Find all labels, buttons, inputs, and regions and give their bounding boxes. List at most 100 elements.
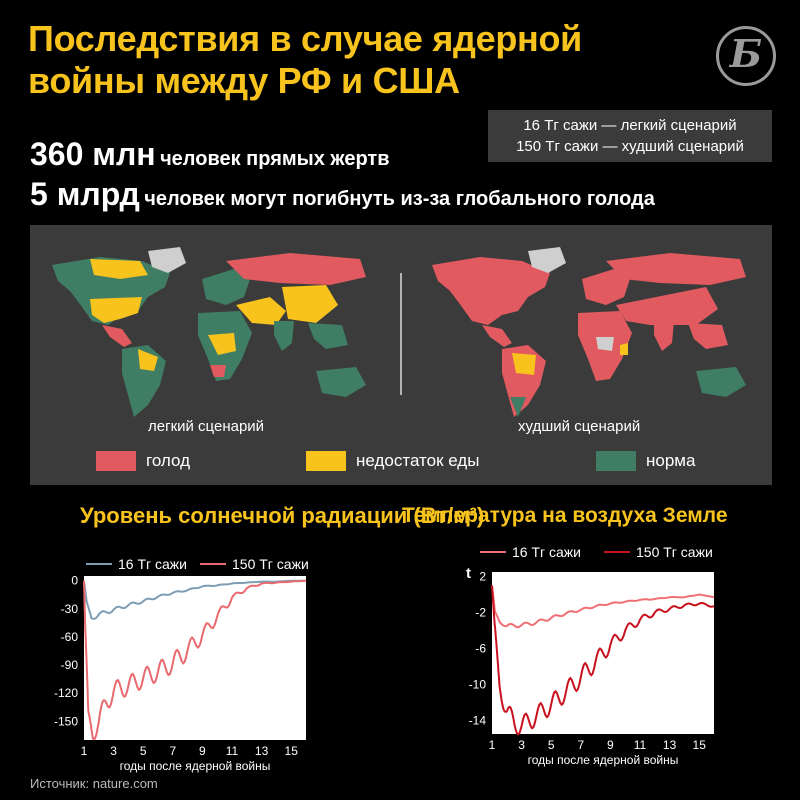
chart-temperature-x-tick: 9 [607, 738, 614, 752]
chart-temperature-x-tick: 5 [548, 738, 555, 752]
stat-famine-victims-text: человек могут погибнуть из-за глобальног… [144, 188, 655, 210]
worst-africa-gray [596, 337, 614, 351]
chart-temperature-legend-150: 150 Тг сажи [604, 544, 713, 560]
light-middle-east [236, 297, 286, 325]
legend-line-temp-16 [480, 551, 506, 553]
map-panel: легкий сценарий худший сценарий голод не… [30, 225, 772, 485]
light-russia [226, 253, 366, 285]
chart-temperature-x-tick: 13 [663, 738, 677, 752]
map-light-scenario [52, 247, 366, 417]
light-se-asia [308, 323, 348, 349]
world-maps [52, 247, 746, 417]
chart-radiation-x-tick: 5 [140, 744, 147, 758]
chart-temperature-legend-16: 16 Тг сажи [480, 544, 581, 560]
chart-radiation-x-tick: 3 [110, 744, 117, 758]
chart-radiation-x-label: годы после ядерной войны [120, 759, 271, 773]
chart-radiation-plot-area [84, 576, 306, 740]
chart-radiation-x-tick: 7 [169, 744, 176, 758]
chart-temperature-x-tick: 1 [489, 738, 496, 752]
chart-radiation-legend-150: 150 Тг сажи [200, 556, 309, 572]
logo-letter: Б [729, 31, 763, 76]
chart-temperature-x-tick: 7 [577, 738, 584, 752]
chart-radiation-x-tick: 13 [255, 744, 269, 758]
worst-india [654, 321, 674, 351]
page-title: Последствия в случае ядерной войны между… [28, 18, 582, 101]
light-brazil-food-shortage [138, 349, 158, 371]
chart-temperature-y-label: t [466, 565, 471, 582]
map-legend-food-shortage: недостаток еды [306, 450, 479, 472]
map-legend-normal-label: норма [646, 451, 696, 470]
light-australia [316, 367, 366, 397]
legend-label-temp-16: 16 Тг сажи [512, 544, 581, 560]
stat-famine-victims: 5 млрд человек могут погибнуть из-за гло… [30, 176, 655, 213]
light-africa-food [208, 333, 236, 355]
chart-radiation-y-tick: -60 [61, 630, 79, 644]
light-usa [90, 297, 142, 323]
stat-famine-victims-number: 5 млрд [30, 176, 140, 212]
light-india [274, 321, 294, 351]
chart-radiation-y-tick: -150 [54, 714, 78, 728]
scenario-legend-box: 16 Тг сажи — легкий сценарий 150 Тг сажи… [488, 110, 772, 162]
chart-radiation-y-tick: -30 [61, 602, 79, 616]
legend-line-150 [200, 563, 226, 565]
map-legend-food-shortage-swatch [306, 451, 346, 471]
light-canada-north [90, 259, 148, 279]
legend-label-150: 150 Тг сажи [232, 556, 309, 572]
chart-temperature-series-0 [491, 585, 715, 629]
worst-east-africa-food [620, 343, 628, 355]
chart-radiation-y-tick: 0 [71, 574, 78, 588]
chart-radiation-series-1 [83, 579, 307, 741]
chart-radiation-x-tick: 9 [199, 744, 206, 758]
worst-greenland [528, 247, 566, 273]
chart-radiation-x-tick: 1 [81, 744, 88, 758]
chart-radiation-x-tick: 11 [226, 744, 239, 758]
chart-radiation-x-tick: 15 [285, 744, 299, 758]
chart-radiation-y-tick: -90 [61, 658, 79, 672]
chart-temperature-x-tick: 15 [693, 738, 707, 752]
source-note: Источник: nature.com [30, 776, 158, 791]
light-china [282, 285, 338, 323]
chart-temperature-title: Температура на воздуха Земле [402, 504, 728, 527]
scenario-worst: 150 Тг сажи — худший сценарий [516, 138, 744, 155]
legend-line-16 [86, 563, 112, 565]
chart-temperature-y-tick: -2 [475, 606, 486, 620]
scenario-light: 16 Тг сажи — легкий сценарий [523, 117, 737, 134]
light-europe [202, 269, 250, 305]
light-africa-famine [210, 365, 226, 377]
chart-radiation-y-tick: -120 [54, 686, 78, 700]
chart-temperature-x-label: годы после ядерной войны [528, 753, 679, 767]
map-legend-famine-swatch [96, 451, 136, 471]
map-legend-food-shortage-label: недостаток еды [356, 451, 480, 470]
legend-label-16: 16 Тг сажи [118, 556, 187, 572]
light-greenland [148, 247, 186, 273]
stat-direct-victims-text: человек прямых жертв [160, 148, 390, 170]
map-legend-famine: голод [96, 450, 190, 472]
chart-radiation-title: Уровень солнечной радиации (Вт/м²) [80, 503, 484, 529]
worst-australia [696, 367, 746, 397]
map-light-caption: легкий сценарий [148, 418, 265, 435]
chart-temperature-y-tick: -6 [475, 642, 486, 656]
map-legend-normal: норма [596, 450, 695, 472]
map-worst-scenario [432, 247, 746, 417]
publisher-logo: Б [716, 26, 776, 86]
light-central-america [102, 325, 132, 347]
worst-north-america [432, 257, 550, 325]
map-worst-caption: худший сценарий [518, 418, 641, 435]
worst-patagonia [510, 397, 526, 417]
chart-temperature-series-1 [491, 585, 715, 736]
chart-radiation-legend-16: 16 Тг сажи [86, 556, 187, 572]
chart-temperature-y-tick: 2 [479, 570, 486, 584]
worst-russia [606, 253, 746, 285]
legend-line-temp-150 [604, 551, 630, 553]
worst-se-asia [688, 323, 728, 349]
chart-temperature-y-tick: -14 [469, 714, 487, 728]
chart-temperature-x-tick: 3 [518, 738, 525, 752]
worst-brazil-food-shortage [512, 353, 536, 375]
chart-temperature-y-tick: -10 [469, 678, 487, 692]
map-legend-normal-swatch [596, 451, 636, 471]
stat-direct-victims-number: 360 млн [30, 136, 156, 172]
worst-europe [582, 269, 630, 305]
worst-central-america [482, 325, 512, 347]
